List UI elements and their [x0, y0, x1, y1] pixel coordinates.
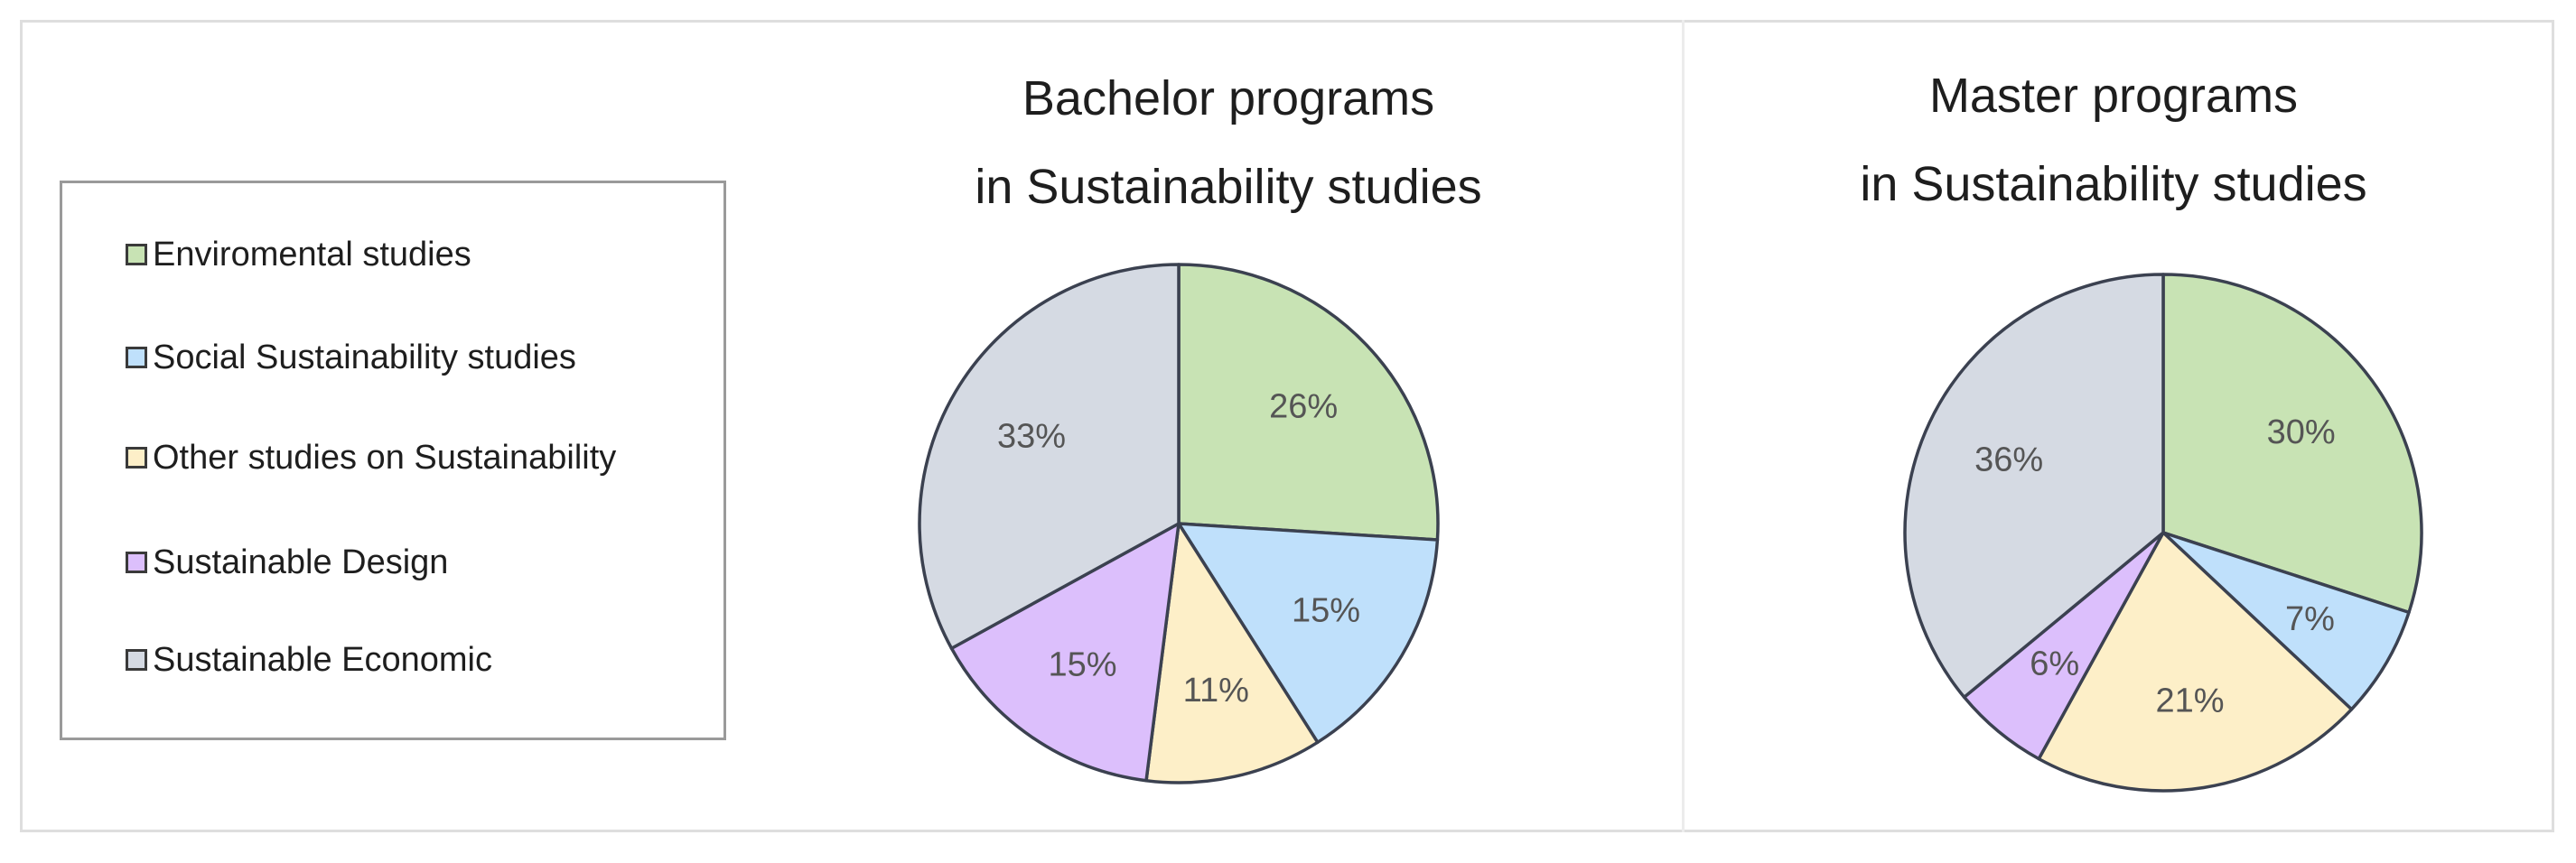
chart-legend: Enviromental studies Social Sustainabili… — [60, 181, 726, 740]
master-slice-label-environmental: 30% — [2267, 413, 2336, 451]
legend-swatch-other — [126, 447, 147, 469]
bachelor-slice-label-environmental: 26% — [1269, 387, 1338, 425]
master-slice-label-design: 6% — [2030, 645, 2079, 682]
legend-swatch-economic — [126, 649, 147, 671]
bachelor-slice-label-economic: 33% — [997, 418, 1066, 456]
bachelor-chart-title: Bachelor programs in Sustainability stud… — [912, 54, 1545, 231]
bachelor-pie-chart: 26% 15% 11% 15% 33% — [918, 263, 1440, 784]
bachelor-title-line-2: in Sustainability studies — [975, 160, 1482, 214]
bachelor-slice-label-social: 15% — [1292, 591, 1360, 629]
master-slice-label-economic: 36% — [1974, 441, 2043, 479]
master-title-line-2: in Sustainability studies — [1860, 157, 2367, 211]
master-title-line-1: Master programs — [1928, 69, 2299, 123]
legend-label-economic: Sustainable Economic — [153, 640, 492, 679]
legend-label-other: Other studies on Sustainability — [153, 438, 617, 477]
bachelor-slice-social — [1177, 522, 1440, 745]
master-pie-chart: 30% 7% 21% 6% 36% — [1903, 273, 2423, 793]
bachelor-slice-other — [1144, 522, 1320, 784]
master-slice-economic — [1903, 273, 2165, 700]
bachelor-slice-label-other: 11% — [1183, 672, 1249, 710]
master-slice-other — [2037, 531, 2354, 793]
legend-item-other: Other studies on Sustainability — [126, 435, 616, 480]
legend-label-environmental: Enviromental studies — [153, 235, 471, 274]
master-slice-label-other: 21% — [2155, 682, 2224, 719]
legend-label-design: Sustainable Design — [153, 543, 449, 581]
figure-frame — [20, 20, 2554, 832]
master-slice-label-social: 7% — [2285, 600, 2335, 638]
bachelor-title-line-1: Bachelor programs — [1022, 71, 1435, 125]
master-slice-environmental — [2161, 273, 2423, 615]
legend-swatch-environmental — [126, 244, 147, 265]
legend-item-environmental: Enviromental studies — [126, 232, 471, 277]
legend-swatch-social — [126, 347, 147, 368]
legend-item-economic: Sustainable Economic — [126, 637, 492, 682]
legend-swatch-design — [126, 552, 147, 573]
legend-item-design: Sustainable Design — [126, 540, 448, 585]
bachelor-slice-environmental — [1177, 263, 1440, 542]
master-slice-social — [2161, 531, 2411, 711]
bachelor-slice-design — [949, 522, 1181, 783]
bachelor-slice-economic — [918, 263, 1181, 651]
bachelor-slice-label-design: 15% — [1048, 646, 1116, 684]
legend-item-social: Social Sustainability studies — [126, 335, 576, 380]
legend-label-social: Social Sustainability studies — [153, 338, 576, 376]
figure-divider — [1682, 20, 1685, 832]
master-chart-title: Master programs in Sustainability studie… — [1806, 51, 2421, 228]
